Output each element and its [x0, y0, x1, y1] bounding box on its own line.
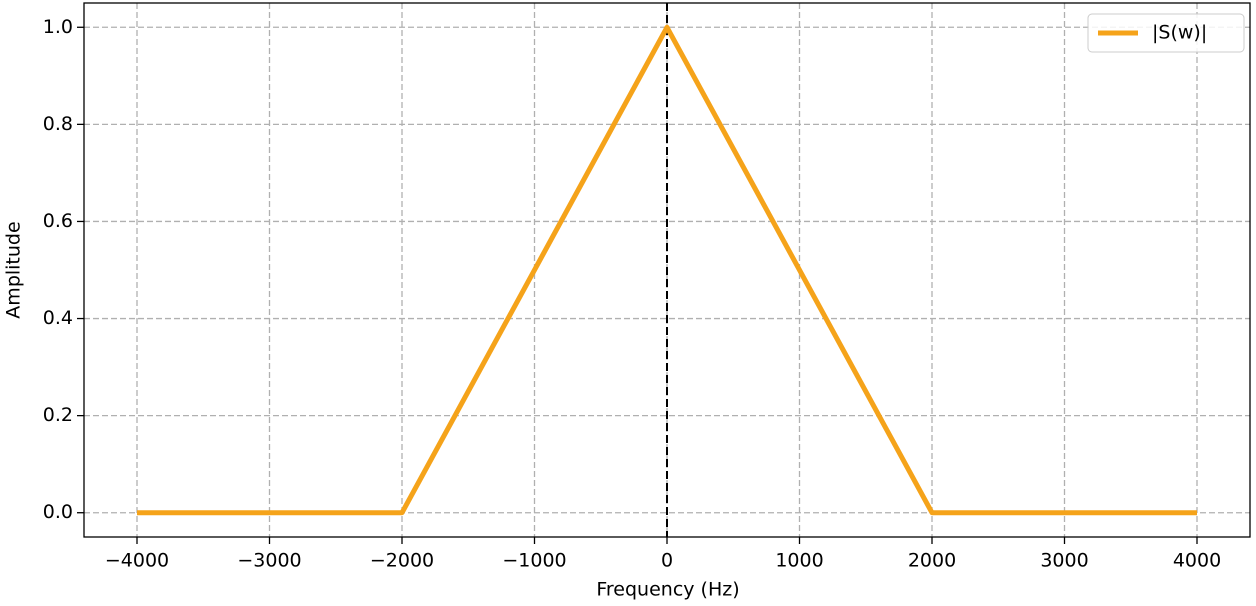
x-tick-label: −1000	[502, 550, 566, 572]
legend-box	[1087, 13, 1245, 53]
y-tick-label: 1.0	[43, 16, 73, 38]
x-axis-label: Frequency (Hz)	[596, 579, 739, 601]
x-tick-label: 2000	[908, 550, 956, 572]
x-tick-label: 1000	[775, 550, 823, 572]
x-tick-label: 4000	[1173, 550, 1221, 572]
y-tick-label: 0.2	[43, 404, 73, 426]
y-tick-label: 0.8	[43, 113, 73, 135]
plot-frame	[83, 2, 1251, 538]
x-tick-label: −3000	[237, 550, 301, 572]
x-tick-label: −2000	[370, 550, 434, 572]
legend-label: |S(w)|	[1152, 22, 1207, 44]
data-line	[137, 24, 1197, 516]
x-tick-label: 0	[661, 550, 673, 572]
y-tick-label: 0.4	[43, 307, 73, 329]
y-tick-label: 0.6	[43, 210, 73, 232]
x-tick-label: 3000	[1040, 550, 1088, 572]
x-tick-label: −4000	[105, 550, 169, 572]
y-tick-label: 0.0	[43, 501, 73, 523]
y-axis-label: Amplitude	[3, 221, 25, 318]
